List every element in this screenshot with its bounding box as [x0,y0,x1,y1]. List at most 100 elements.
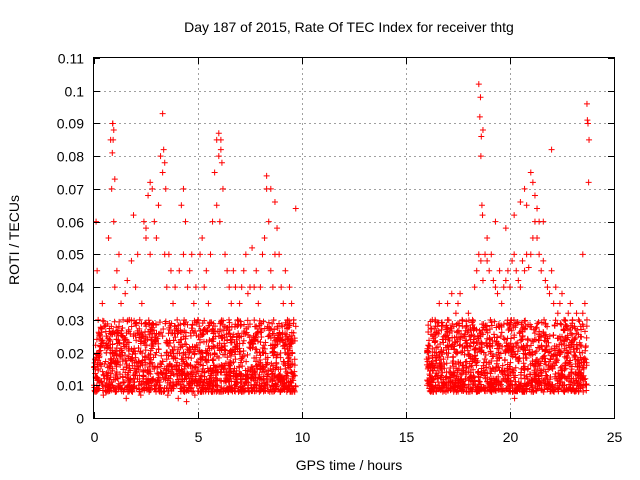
data-point [437,387,444,394]
data-point [123,395,130,402]
data-point [149,185,156,192]
y-tick-label: 0.01 [57,378,84,394]
data-point [476,113,483,120]
data-point [211,350,218,357]
data-point [211,169,218,176]
data-point [457,371,464,378]
data-point [274,351,281,358]
data-point [532,383,539,390]
data-point [259,251,266,258]
data-point [149,376,156,383]
data-point [223,331,230,338]
data-point [437,348,444,355]
data-point [207,319,214,326]
data-point [226,383,233,390]
data-point [183,388,190,395]
data-point [502,277,509,284]
data-point [196,336,203,343]
data-point [120,379,127,386]
data-point [449,354,456,361]
data-point [568,330,575,337]
data-point [205,368,212,375]
data-point [433,357,440,364]
data-point [268,360,275,367]
data-point [475,370,482,377]
data-point [533,356,540,363]
data-point [213,136,220,143]
data-point [284,335,291,342]
data-point [233,336,240,343]
data-point [208,385,215,392]
data-point [456,342,463,349]
data-point [467,378,474,385]
data-point [253,362,260,369]
data-point [194,367,201,374]
data-point [147,347,154,354]
data-point [140,218,147,225]
data-point [529,337,536,344]
data-point [147,251,154,258]
data-point [471,284,478,291]
data-point [431,363,437,370]
data-point [510,374,517,381]
data-point [478,341,485,348]
data-point [276,335,283,342]
data-point [432,329,439,336]
data-point [475,81,482,88]
data-point [538,267,545,274]
data-point [514,339,521,346]
data-point [127,386,134,393]
data-point [132,350,139,357]
data-point [565,310,572,317]
data-point [238,333,245,340]
data-point [231,370,238,377]
data-point [524,336,531,343]
data-point [534,205,541,212]
data-point [238,355,245,362]
data-point [287,369,294,376]
data-point [109,149,116,156]
data-point [182,319,189,326]
data-point [437,356,444,363]
data-point [286,317,293,324]
data-point [111,330,118,337]
data-point [160,376,167,383]
data-point [467,363,474,370]
data-point [214,368,221,375]
data-point [286,364,293,371]
data-point [103,388,110,395]
data-point [112,388,119,395]
y-tick-labels: 0 0.01 0.02 0.03 0.04 0.05 0.06 0.07 0.08 0.09 0.1… [57,51,84,427]
data-point [199,384,206,391]
data-point [581,376,588,383]
data-point [566,326,573,333]
data-point [578,369,585,376]
data-point [518,369,525,376]
data-point [257,352,264,359]
data-point [249,371,256,378]
data-point [505,327,512,334]
data-point [507,380,514,387]
data-point [134,327,141,334]
data-point [167,340,174,347]
data-point [131,317,138,324]
data-point [475,251,482,258]
data-point [174,350,181,357]
data-point [579,310,586,317]
data-point [569,386,576,393]
data-point [245,332,252,339]
data-point [251,284,258,291]
data-point [160,146,167,153]
data-point [445,317,452,324]
data-point [181,370,188,377]
data-point [476,388,483,395]
data-point [479,127,486,133]
data-point [253,267,260,274]
data-point [515,277,522,284]
data-point [453,321,460,328]
data-point [135,344,142,351]
data-point [218,335,225,342]
data-point [473,339,480,346]
data-point [148,342,155,349]
data-point [541,316,548,323]
